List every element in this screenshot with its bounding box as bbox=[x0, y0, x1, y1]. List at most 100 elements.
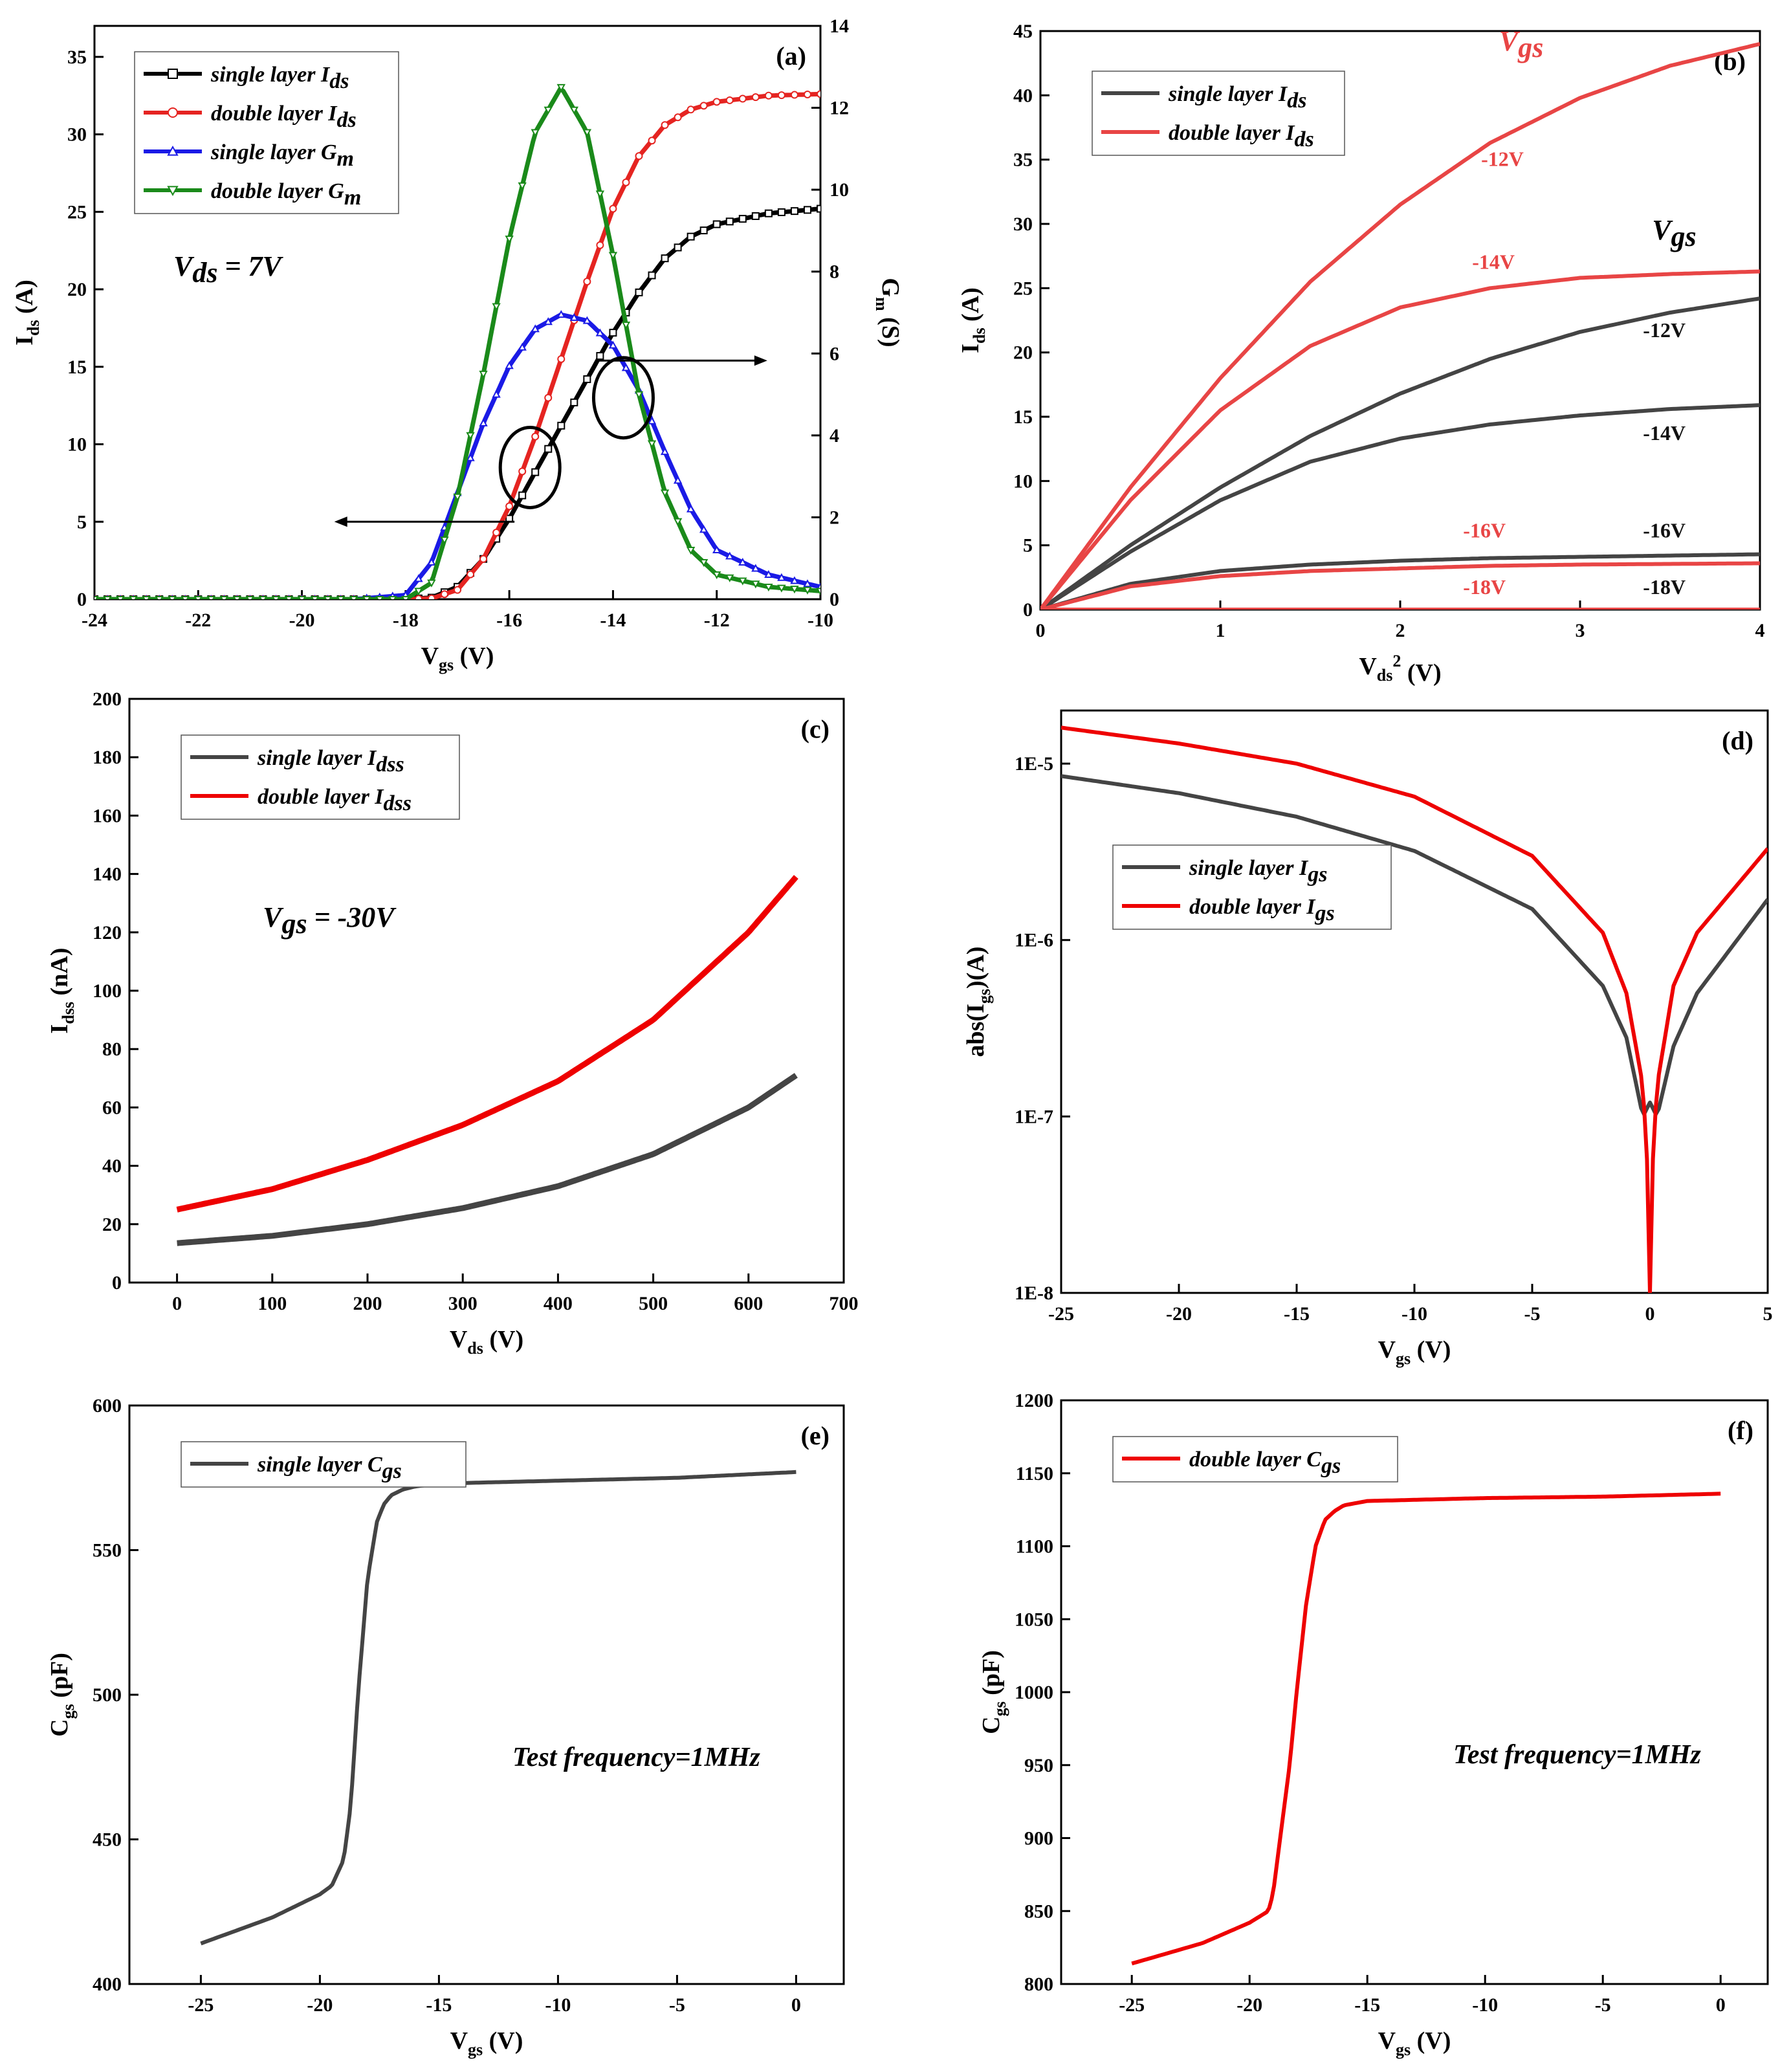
legend-label: single layer Gm bbox=[210, 140, 354, 171]
left-arrowhead bbox=[334, 516, 347, 527]
x-tick-label: 1 bbox=[1216, 620, 1225, 641]
legend-box bbox=[181, 734, 460, 820]
annotation-vds: Vds = 7V bbox=[173, 250, 284, 289]
y-tick-label: 120 bbox=[93, 922, 122, 943]
double-layer-ids-point bbox=[557, 355, 566, 363]
single-layer-gm-point bbox=[764, 569, 773, 579]
x-axis-label: Vds (V) bbox=[450, 1326, 523, 1358]
y-tick-label: 550 bbox=[93, 1540, 122, 1561]
double-layer-ids-point bbox=[777, 91, 786, 100]
y-tick-label: 25 bbox=[67, 201, 87, 223]
double-layer-ids-point bbox=[712, 98, 721, 106]
double-layer-gm-point bbox=[544, 106, 553, 115]
double-layer-ids-point bbox=[414, 595, 423, 599]
y-tick-label: 1050 bbox=[1015, 1609, 1053, 1630]
double-layer-gm-point bbox=[271, 596, 281, 599]
legend-label: single layer Ids bbox=[210, 63, 349, 93]
x-axis-label: Vgs (V) bbox=[1378, 1336, 1451, 1368]
y-tick-label: 200 bbox=[93, 689, 122, 710]
x-tick-label: 0 bbox=[1036, 620, 1046, 641]
double-layer-gm-point bbox=[284, 596, 294, 599]
y-axis-label: abs(Igs)(A) bbox=[962, 947, 994, 1057]
right-arrowhead bbox=[754, 355, 767, 366]
x-tick-label: -25 bbox=[1048, 1303, 1074, 1325]
x-tick-label: 2 bbox=[1396, 620, 1405, 641]
double-layer-ids-point bbox=[674, 113, 682, 122]
y-tick-label: 30 bbox=[1013, 214, 1033, 235]
double-layer-gm-point bbox=[129, 596, 138, 599]
double-layer-gm-point bbox=[699, 559, 709, 568]
single-layer-ids-point bbox=[803, 206, 811, 214]
y-tick-label: 20 bbox=[67, 279, 87, 300]
y-tick-label: 40 bbox=[1013, 85, 1033, 106]
legend-label: double layer Gm bbox=[211, 179, 361, 210]
single-layer-gm-point bbox=[479, 418, 488, 426]
y-tick-label: 1200 bbox=[1015, 1390, 1053, 1411]
double-layer-ids-point bbox=[479, 555, 488, 563]
double-layer-gm-point bbox=[103, 596, 112, 599]
double-layer-gm-point bbox=[621, 321, 631, 330]
legend: single layer Cgs bbox=[181, 1441, 467, 1488]
double-layer-gm-point bbox=[297, 596, 307, 599]
single-layer-ids-point bbox=[777, 208, 786, 216]
single-layer-ids-neg12V-line bbox=[1040, 296, 1760, 610]
x-tick-label: 400 bbox=[544, 1293, 573, 1314]
y2-tick-label: 4 bbox=[830, 425, 839, 446]
single-layer-ids-point bbox=[687, 232, 695, 241]
single-layer-gm-point bbox=[712, 545, 721, 554]
vgs-value-label: -18V bbox=[1463, 575, 1506, 599]
x-tick-label: 500 bbox=[639, 1293, 668, 1314]
double-layer-ids-point bbox=[738, 94, 747, 103]
legend-box bbox=[134, 51, 399, 214]
plot-frame bbox=[128, 1404, 845, 1985]
single-layer-gm-point bbox=[466, 453, 475, 461]
single-layer-gm-point bbox=[751, 564, 760, 572]
y-tick-label: 1000 bbox=[1015, 1682, 1053, 1703]
x-tick-label: -15 bbox=[1284, 1303, 1310, 1325]
x-tick-label: -15 bbox=[1354, 1994, 1380, 2016]
double-layer-idss-line bbox=[176, 875, 798, 1213]
single-layer-ids-point bbox=[674, 243, 682, 252]
double-layer-ids-point bbox=[725, 96, 734, 104]
legend-label: double layer Ids bbox=[211, 102, 357, 132]
legend: double layer Cgs bbox=[1112, 1436, 1398, 1482]
single-layer-gm-point bbox=[660, 447, 670, 456]
vgs-header-red: Vgs bbox=[1499, 25, 1543, 63]
single-layer-ids-point bbox=[661, 254, 669, 263]
double-layer-ids-point bbox=[764, 91, 773, 100]
double-layer-gm-point bbox=[790, 586, 799, 594]
double-layer-gm-point bbox=[427, 579, 436, 588]
y-tick-label: 20 bbox=[1013, 342, 1033, 364]
double-layer-ids-neg14V-line bbox=[1040, 269, 1760, 610]
double-layer-gm-point bbox=[608, 252, 618, 260]
single-layer-ids-point bbox=[531, 468, 540, 476]
x-tick-label: -10 bbox=[1472, 1994, 1498, 2016]
double-layer-gm-point bbox=[556, 83, 566, 92]
single-layer-igs-line bbox=[1061, 774, 1768, 1116]
y-tick-label: 400 bbox=[93, 1974, 122, 1995]
double-layer-gm-point bbox=[440, 536, 449, 545]
y2-tick-label: 10 bbox=[830, 179, 849, 201]
double-layer-ids-point bbox=[518, 467, 527, 476]
legend-box bbox=[1112, 844, 1392, 930]
panel-label: (c) bbox=[801, 714, 830, 744]
single-layer-gm-point bbox=[621, 363, 631, 371]
y-tick-label: 850 bbox=[1024, 1901, 1053, 1922]
double-layer-ids-point bbox=[467, 570, 475, 579]
single-layer-idss-line bbox=[177, 1073, 798, 1246]
x-tick-label: -24 bbox=[82, 610, 107, 631]
legend-label: single layer Idss bbox=[257, 746, 404, 777]
double-layer-ids-neg16V-line bbox=[1040, 561, 1760, 610]
x-axis-label: Vds2 (V) bbox=[1359, 652, 1441, 687]
single-layer-ids-point bbox=[518, 491, 527, 500]
single-layer-gm-point bbox=[790, 576, 799, 584]
y-axis-label: Ids (A) bbox=[11, 280, 43, 346]
double-layer-gm-point bbox=[595, 190, 605, 199]
double-layer-gm-point bbox=[453, 493, 462, 501]
legend: single layer Idss double layer Idss bbox=[181, 734, 460, 820]
single-layer-gm-point bbox=[544, 317, 553, 325]
y-tick-label: 5 bbox=[1023, 535, 1033, 557]
double-layer-ids-point bbox=[803, 90, 811, 98]
y-tick-label: 500 bbox=[93, 1684, 122, 1706]
